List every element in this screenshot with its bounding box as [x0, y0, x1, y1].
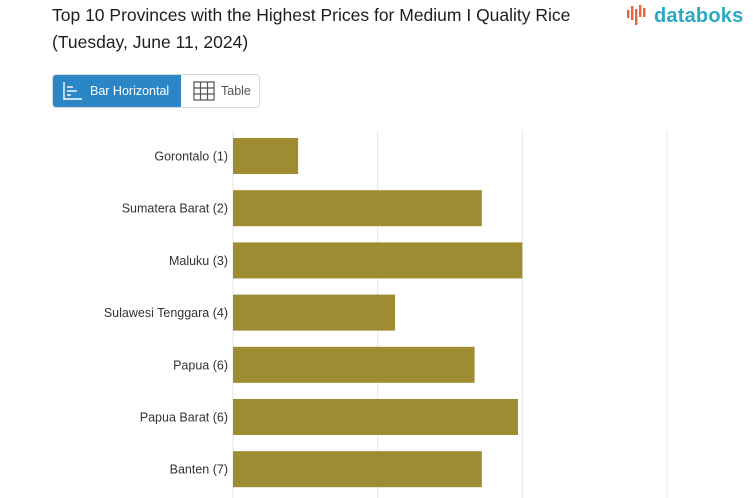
table-button[interactable]: Table — [181, 75, 251, 107]
category-label: Banten (7) — [170, 463, 228, 477]
table-icon — [193, 81, 215, 101]
category-label: Gorontalo (1) — [154, 150, 228, 164]
bar-chart-icon — [63, 82, 82, 100]
bar[interactable] — [233, 294, 396, 331]
logo-bars-icon — [627, 5, 646, 25]
category-label: Papua Barat (6) — [140, 411, 228, 425]
category-label: Papua (6) — [173, 358, 228, 372]
bar[interactable] — [233, 242, 523, 279]
table-label: Table — [221, 84, 251, 98]
databoks-logo[interactable]: databoks — [626, 4, 743, 28]
category-label: Sumatera Barat (2) — [122, 202, 228, 216]
bar[interactable] — [233, 190, 482, 227]
view-toggle: Bar Horizontal Table — [52, 74, 260, 108]
category-label: Maluku (3) — [169, 254, 228, 268]
bar[interactable] — [233, 451, 482, 488]
bar[interactable] — [233, 138, 299, 174]
bar[interactable] — [233, 346, 475, 383]
bar-horizontal-label: Bar Horizontal — [90, 84, 170, 98]
chart-title: Top 10 Provinces with the Highest Prices… — [52, 5, 571, 52]
category-label: Sulawesi Tenggara (4) — [104, 306, 228, 320]
logo-text: databoks — [654, 4, 744, 27]
bar[interactable] — [233, 399, 518, 435]
bar-horizontal-button[interactable]: Bar Horizontal — [53, 75, 181, 107]
